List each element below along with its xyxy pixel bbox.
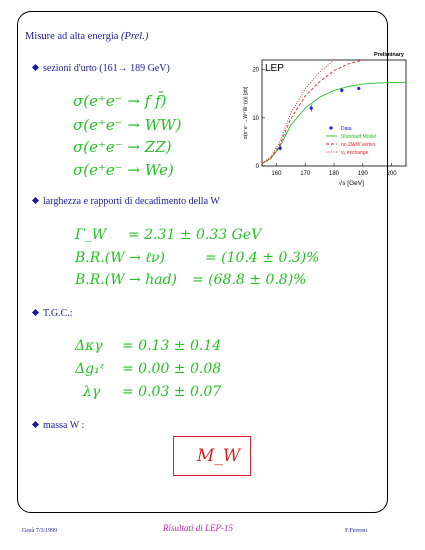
footer-left: Gesù 7/3/1999 xyxy=(22,528,58,534)
tgc-dkappa-value: = 0.13 ± 0.14 xyxy=(122,338,222,354)
series-line-2 xyxy=(261,59,363,164)
x-tick-label: 200 xyxy=(387,171,398,177)
legend-label-1: Standard Model xyxy=(341,134,376,140)
width-gamma-w-value: = 2.31 ± 0.33 GeV xyxy=(128,227,262,243)
slide-frame xyxy=(17,11,388,513)
diamond-bullet-icon xyxy=(31,196,40,205)
series-line-1 xyxy=(261,82,406,164)
tgc-lambda-value: = 0.03 ± 0.07 xyxy=(122,384,222,400)
bullet-cross-sections-label: sezioni d'urto (161→ 189 GeV) xyxy=(43,63,170,74)
x-tick-label: 160 xyxy=(271,171,282,177)
legend-label-3: νₑ exchange xyxy=(341,150,369,156)
xsec-ff: σ(e⁺e⁻ → f f̄) xyxy=(73,92,167,110)
y-tick-label: 0 xyxy=(256,164,260,170)
bullet-cross-sections: sezioni d'urto (161→ 189 GeV) xyxy=(31,63,170,74)
y-tick-label: 20 xyxy=(252,68,259,74)
bullet-widths: larghezza e rapporti di decadimento dell… xyxy=(31,196,220,207)
footer-center: Risultati di LEP-15 xyxy=(163,523,234,533)
legend-label-0: Data xyxy=(341,126,352,132)
width-gamma-w-label: Γ_W xyxy=(75,227,107,243)
bullet-tgc-label: T.G.C.: xyxy=(43,308,73,319)
tgc-dg1z-value: = 0.00 ± 0.08 xyxy=(122,361,222,377)
ww-cross-section-chart: 160 170 180 190 200 0 10 20 √s [GeV] σ(e⁺e⁻→W⁺W⁻(… xyxy=(243,52,407,187)
slide-title-note: (Prel.) xyxy=(121,31,149,42)
diamond-bullet-icon xyxy=(31,420,40,429)
y-tick-label: 10 xyxy=(252,116,259,122)
legend-label-2: no ZWW vertex xyxy=(341,142,376,148)
bullet-tgc: T.G.C.: xyxy=(31,308,73,319)
br-lnu-value: = (10.4 ± 0.3)% xyxy=(205,250,320,266)
series-line-3 xyxy=(261,59,335,164)
footer-right: F.Ferroni xyxy=(345,528,368,534)
y-axis-label: σ(e⁺e⁻→W⁺W⁻(γ)) [pb] xyxy=(243,86,249,139)
br-had-value: = (68.8 ± 0.8)% xyxy=(192,272,307,288)
x-tick-label: 170 xyxy=(300,171,311,177)
slide-title-main: Misure ad alta energia xyxy=(25,31,119,42)
chart-title: Preliminary xyxy=(374,52,405,58)
diamond-bullet-icon xyxy=(31,63,40,72)
bullet-mass: massa W : xyxy=(31,420,85,431)
mass-w-symbol: M_W xyxy=(197,446,241,466)
tgc-lambda-label: λγ xyxy=(83,384,101,400)
bullet-mass-label: massa W : xyxy=(43,420,85,431)
slide-title: Misure ad alta energia (Prel.) xyxy=(25,31,148,42)
x-tick-label: 190 xyxy=(358,171,369,177)
data-point xyxy=(278,146,282,150)
tgc-dkappa-label: Δκγ xyxy=(75,338,103,354)
xsec-ww: σ(e⁺e⁻ → WW) xyxy=(73,116,182,134)
br-had-label: B.R.(W → had) xyxy=(75,272,177,288)
mass-box xyxy=(173,436,251,476)
x-axis-label: √s [GeV] xyxy=(339,179,364,187)
diamond-bullet-icon xyxy=(31,308,40,317)
bullet-widths-label: larghezza e rapporti di decadimento dell… xyxy=(43,196,220,207)
data-point xyxy=(357,86,361,91)
tgc-dg1z-label: Δg₁ᶻ xyxy=(75,361,105,377)
xsec-we: σ(e⁺e⁻ → We) xyxy=(73,161,174,179)
lep-tag: LEP xyxy=(265,63,284,74)
legend-marker-data xyxy=(329,126,333,130)
data-point xyxy=(340,88,344,92)
x-tick-label: 180 xyxy=(329,171,340,177)
xsec-zz: σ(e⁺e⁻ → ZZ) xyxy=(73,138,172,156)
plot-frame xyxy=(261,59,407,167)
data-point xyxy=(309,106,313,110)
br-lnu-label: B.R.(W → ℓν) xyxy=(75,250,166,266)
